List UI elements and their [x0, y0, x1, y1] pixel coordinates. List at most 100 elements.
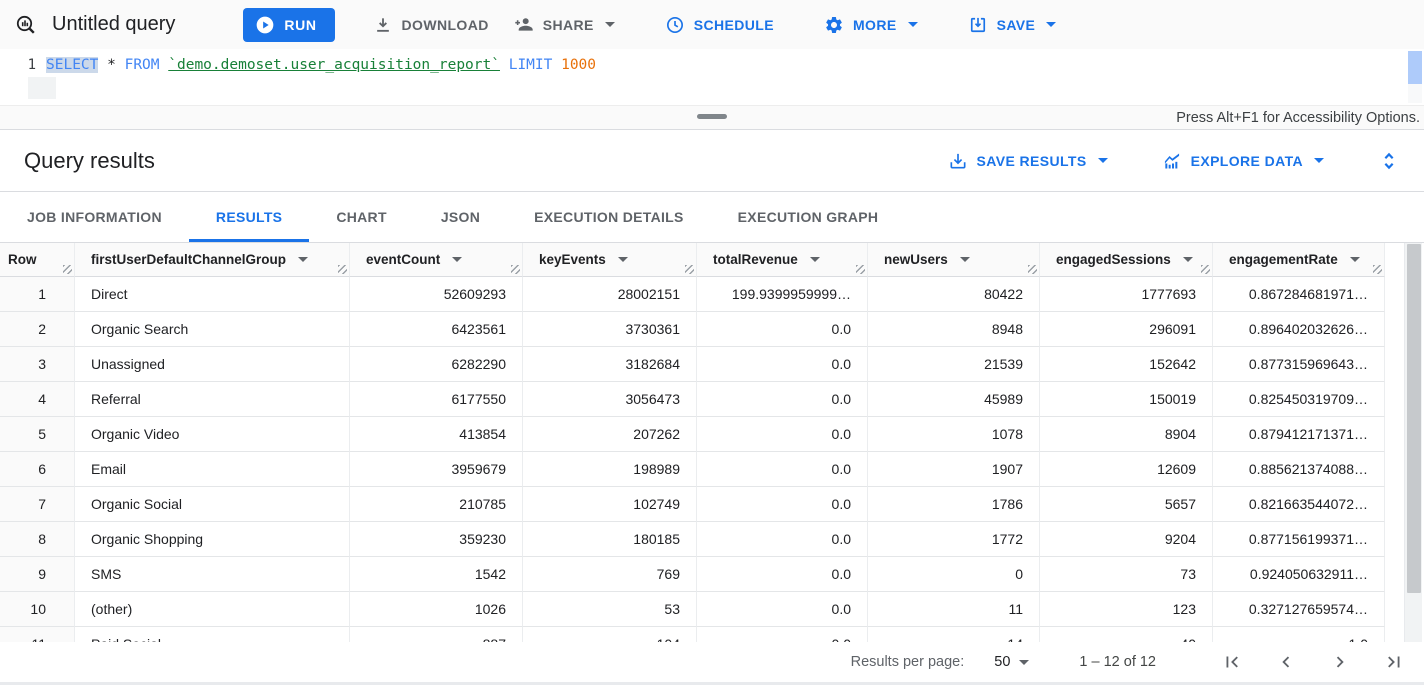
table-cell: 0 — [868, 557, 1040, 592]
table-cell: 3182684 — [523, 347, 697, 382]
sql-editor[interactable]: 1 SELECT * FROM `demo.demoset.user_acqui… — [0, 49, 1424, 105]
table-cell: Organic Search — [75, 312, 350, 347]
column-resize-handle[interactable] — [1201, 265, 1210, 274]
first-page-button[interactable] — [1218, 648, 1246, 676]
chevron-right-icon — [1336, 656, 1344, 668]
gutter-highlight — [28, 77, 56, 99]
table-cell: 6177550 — [350, 382, 523, 417]
table-cell: 3056473 — [523, 382, 697, 417]
row-number-cell: 2 — [0, 312, 75, 347]
column-sort-caret-icon[interactable] — [809, 257, 820, 262]
column-header-eventCount[interactable]: eventCount — [350, 243, 523, 277]
table-cell: 1777693 — [1040, 277, 1213, 312]
column-sort-caret-icon[interactable] — [959, 257, 970, 262]
last-page-button[interactable] — [1380, 648, 1408, 676]
results-scrollbar-thumb[interactable] — [1407, 244, 1421, 593]
share-dropdown-caret — [604, 22, 615, 27]
column-sort-caret-icon[interactable] — [1182, 257, 1193, 262]
column-sort-caret-icon[interactable] — [1349, 257, 1360, 262]
editor-scrollbar-thumb[interactable] — [1408, 51, 1422, 84]
download-button[interactable]: DOWNLOAD — [361, 7, 501, 43]
table-cell: Organic Social — [75, 487, 350, 522]
column-resize-handle[interactable] — [685, 265, 694, 274]
table-cell: 0.0 — [697, 487, 868, 522]
table-row: 3 Unassigned 6282290 3182684 0.0 21539 152642 0… — [0, 347, 1424, 382]
table-cell: 1772 — [868, 522, 1040, 557]
line-number: 1 — [27, 57, 36, 73]
tab-json[interactable]: JSON — [414, 192, 507, 242]
tab-results[interactable]: RESULTS — [188, 192, 310, 242]
column-resize-handle[interactable] — [338, 265, 347, 274]
column-sort-caret-icon[interactable] — [617, 257, 628, 262]
more-button[interactable]: MORE — [812, 7, 930, 43]
table-row: 9 SMS 1542 769 0.0 0 73 0.924050632911… — [0, 557, 1424, 592]
bottom-divider — [0, 682, 1424, 685]
tab-chart[interactable]: CHART — [309, 192, 414, 242]
clock-icon — [665, 15, 685, 35]
next-page-button[interactable] — [1326, 648, 1354, 676]
row-number-cell: 11 — [0, 627, 75, 642]
column-resize-handle[interactable] — [1373, 265, 1382, 274]
tab-job-information[interactable]: JOB INFORMATION — [0, 192, 189, 242]
table-cell: 0.877156199371… — [1213, 522, 1385, 557]
table-row: 8 Organic Shopping 359230 180185 0.0 1772 9204… — [0, 522, 1424, 557]
table-cell: 0.0 — [697, 592, 868, 627]
sql-star: * — [98, 57, 125, 73]
column-sort-caret-icon[interactable] — [298, 257, 309, 262]
table-cell: 45989 — [868, 382, 1040, 417]
sql-limit-keyword: LIMIT — [499, 57, 562, 73]
table-cell: 210785 — [350, 487, 523, 522]
table-cell: 0.0 — [697, 557, 868, 592]
table-cell: Paid Social — [75, 627, 350, 642]
results-table-header-row: Row firstUserDefaultChannelGroup eventCoun… — [0, 243, 1424, 277]
results-vertical-scrollbar[interactable] — [1404, 243, 1422, 642]
splitter-drag-handle[interactable] — [697, 114, 727, 119]
expand-collapse-icon[interactable] — [1374, 146, 1404, 176]
table-cell: 53 — [523, 592, 697, 627]
save-results-download-icon — [948, 151, 968, 171]
save-results-button[interactable]: SAVE RESULTS — [936, 143, 1120, 179]
column-header-label: eventCount — [366, 252, 441, 267]
column-header-totalRevenue[interactable]: totalRevenue — [697, 243, 868, 277]
table-cell: 0.0 — [697, 452, 868, 487]
sql-table-reference-link[interactable]: `demo.demoset.user_acquisition_report` — [168, 57, 500, 73]
page-size-select[interactable]: 50 — [994, 654, 1030, 670]
table-cell: 199.9399959999… — [697, 277, 868, 312]
table-cell: 359230 — [350, 522, 523, 557]
table-cell: 8948 — [868, 312, 1040, 347]
column-header-newUsers[interactable]: newUsers — [868, 243, 1040, 277]
previous-page-button[interactable] — [1272, 648, 1300, 676]
results-per-page-label: Results per page: — [850, 654, 965, 670]
column-header-engagementRate[interactable]: engagementRate — [1213, 243, 1385, 277]
run-button[interactable]: RUN — [243, 7, 335, 42]
table-cell: Referral — [75, 382, 350, 417]
table-cell: 1786 — [868, 487, 1040, 522]
chevron-left-icon — [1282, 656, 1290, 668]
table-cell: 0.821663544072… — [1213, 487, 1385, 522]
schedule-button[interactable]: SCHEDULE — [653, 7, 786, 43]
column-header-engagedSessions[interactable]: engagedSessions — [1040, 243, 1213, 277]
sql-code-line[interactable]: SELECT * FROM `demo.demoset.user_acquisi… — [46, 49, 596, 105]
share-button[interactable]: SHARE — [501, 6, 627, 43]
sql-select-keyword: SELECT — [46, 57, 99, 73]
tab-execution-graph[interactable]: EXECUTION GRAPH — [711, 192, 906, 242]
save-dropdown-caret — [1046, 22, 1057, 27]
save-button[interactable]: SAVE — [956, 7, 1069, 43]
column-resize-handle[interactable] — [63, 265, 72, 274]
editor-vertical-scrollbar[interactable] — [1408, 51, 1422, 103]
column-header-keyEvents[interactable]: keyEvents — [523, 243, 697, 277]
column-resize-handle[interactable] — [1028, 265, 1037, 274]
column-header-label: keyEvents — [539, 252, 606, 267]
column-header-firstUserDefaultChannelGroup[interactable]: firstUserDefaultChannelGroup — [75, 243, 350, 277]
column-resize-handle[interactable] — [511, 265, 520, 274]
table-cell: 3730361 — [523, 312, 697, 347]
column-sort-caret-icon[interactable] — [452, 257, 463, 262]
query-magnifier-icon — [14, 13, 38, 37]
column-header-label: engagedSessions — [1056, 252, 1171, 267]
explore-data-button[interactable]: EXPLORE DATA — [1150, 143, 1336, 179]
gear-icon — [824, 15, 844, 35]
tab-execution-details[interactable]: EXECUTION DETAILS — [507, 192, 711, 242]
column-resize-handle[interactable] — [856, 265, 865, 274]
query-results-header: Query results SAVE RESULTS — [0, 130, 1424, 192]
person-add-icon — [513, 14, 534, 35]
